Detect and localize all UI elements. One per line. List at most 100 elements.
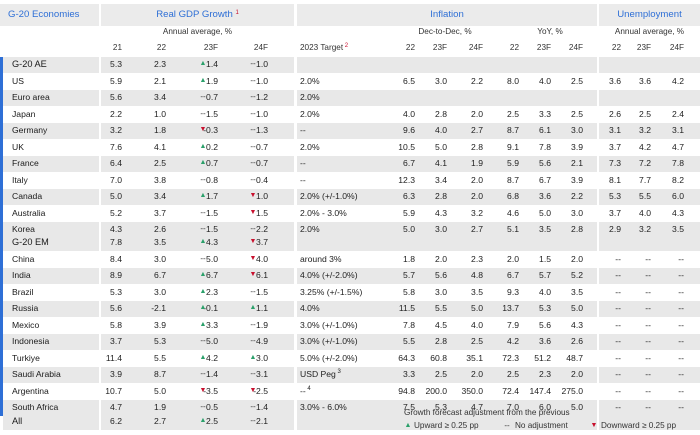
- upward-arrow-icon: ▲: [199, 287, 207, 295]
- upward-arrow-icon: ▲: [199, 353, 207, 361]
- dec-value: 2.8: [435, 336, 447, 346]
- header-inflation: Inflation: [430, 9, 464, 20]
- target-text: USD Peg: [300, 369, 336, 379]
- yoy-value: 4.0: [539, 286, 551, 297]
- gdp-value: 1.5: [206, 108, 218, 119]
- row-shade-gdp: [101, 235, 294, 251]
- no-adjustment-marker: --: [250, 92, 256, 101]
- gdp-value: 2.5: [154, 158, 166, 168]
- unemp-value: --: [645, 385, 651, 396]
- legend-title: Growth forecast adjustment from the prev…: [404, 408, 570, 417]
- dec-value: 2.7: [471, 125, 483, 135]
- unemp-value: --: [645, 402, 651, 412]
- gdp-value: 3.9: [154, 319, 166, 330]
- yoy-col-24F: 24F: [568, 43, 583, 52]
- gdp-value: -2.5: [253, 385, 268, 396]
- upward-arrow-icon: ▲: [199, 76, 207, 84]
- yoy-value: 5.7: [539, 270, 551, 280]
- yoy-value: 4.0: [539, 75, 551, 86]
- unemp-value: --: [615, 402, 621, 412]
- row-label: South Africa: [12, 402, 59, 412]
- unemp-value: --: [645, 286, 651, 297]
- row-shade-infl: [297, 367, 597, 383]
- gdp-value: 1.3: [256, 125, 268, 135]
- dec-value: 4.0: [471, 319, 483, 330]
- row-shade-left: [3, 301, 99, 317]
- row-shade-gdp: [101, 400, 294, 416]
- unemp-value: --: [615, 303, 621, 313]
- yoy-value: 6.0: [539, 402, 551, 412]
- row-label: Turkiye: [12, 352, 40, 363]
- unemp-value: --: [615, 369, 621, 379]
- unemp-value: --: [678, 303, 684, 313]
- row-shade-left: [3, 235, 99, 251]
- unemp-col-24F: 24F: [669, 43, 684, 52]
- no-adjustment-marker: --: [250, 59, 256, 68]
- upward-arrow-icon: ▲: [199, 238, 207, 245]
- unemp-value: 4.7: [672, 141, 684, 152]
- dec-col-24F: 24F: [468, 43, 483, 52]
- gdp-value: 2.6: [154, 224, 166, 234]
- gdp-value: 3.7: [256, 237, 268, 247]
- dec-value: 3.0: [435, 75, 447, 86]
- dec-value: 7.8: [403, 319, 415, 330]
- target-text: 2.0% - 3.0%: [300, 207, 347, 218]
- downward-arrow-icon: ▼: [199, 386, 207, 394]
- unemp-value: --: [615, 286, 621, 297]
- gdp-value: 1.0: [256, 75, 268, 86]
- row-shade-gdp: [101, 222, 294, 238]
- target-value: 3.25% (+/-1.5%): [300, 285, 362, 299]
- gdp-value: 0.8: [206, 174, 218, 185]
- dec-value: 4.1: [435, 158, 447, 168]
- dec-value: 2.5: [435, 369, 447, 379]
- no-adjustment-marker: --: [200, 253, 206, 263]
- unemp-value: 3.2: [639, 125, 651, 135]
- unemp-value: 3.6: [639, 75, 651, 86]
- unemp-value: --: [678, 270, 684, 280]
- gdp-value: 6.4: [110, 158, 122, 168]
- row-shade-infl: [297, 156, 597, 172]
- no-adjustment-marker: --: [250, 319, 256, 329]
- dec-value: 5.0: [471, 303, 483, 313]
- yoy-value: 2.5: [507, 369, 519, 379]
- gdp-value: 4.0: [256, 253, 268, 264]
- upward-arrow-icon: ▲: [249, 353, 257, 361]
- row-shade-infl: [297, 90, 597, 106]
- yoy-value: 3.6: [539, 191, 551, 201]
- yoy-value: 5.3: [539, 303, 551, 313]
- gdp-value: 0.7: [256, 141, 268, 152]
- unemp-value: 2.6: [609, 108, 621, 119]
- dec-value: 94.8: [398, 385, 415, 396]
- yoy-value: 2.0: [507, 253, 519, 264]
- dec-value: 1.9: [471, 158, 483, 168]
- target-header-note: 2: [343, 43, 349, 49]
- unemp-value: 4.0: [639, 207, 651, 218]
- row-shade-unemp: [599, 400, 700, 416]
- dec-value: 4.8: [471, 270, 483, 280]
- yoy-value: 8.7: [507, 174, 519, 185]
- yoy-value: 5.1: [507, 224, 519, 234]
- legend-upward-icon: ▲: [404, 422, 412, 429]
- dec-value: 3.3: [403, 369, 415, 379]
- gdp-value: 4.3: [206, 237, 218, 247]
- dec-value: 2.5: [471, 336, 483, 346]
- unemp-value: --: [678, 352, 684, 363]
- dec-col-22: 22: [405, 43, 415, 52]
- dec-value: 5.3: [435, 402, 447, 412]
- yoy-value: 5.0: [571, 402, 583, 412]
- gdp-value: 3.4: [154, 191, 166, 201]
- unemp-value: --: [645, 369, 651, 379]
- unemp-value: --: [678, 286, 684, 297]
- target-text: 3.25% (+/-1.5%): [300, 286, 363, 297]
- row-label: Korea: [12, 224, 35, 234]
- gdp-value: 10.7: [105, 385, 122, 396]
- yoy-value: 8.7: [507, 125, 519, 135]
- gdp-value: 3.1: [256, 369, 268, 379]
- unemp-value: 2.5: [639, 108, 651, 119]
- gdp-value: 4.3: [110, 224, 122, 234]
- gdp-value: 1.4: [256, 402, 268, 412]
- unemp-value: --: [678, 319, 684, 330]
- unemp-value: --: [678, 385, 684, 396]
- row-shade-gdp: [101, 367, 294, 383]
- gdp-col-22: 22: [156, 43, 166, 52]
